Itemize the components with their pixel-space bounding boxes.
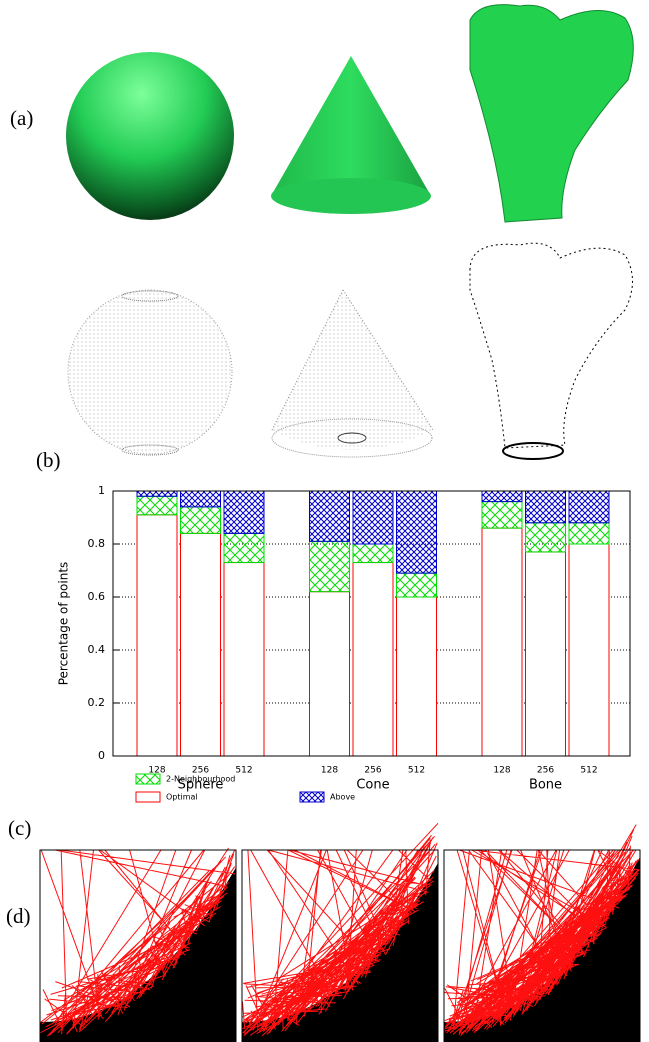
y-axis-label: Percentage of points xyxy=(57,562,71,686)
bar-segment xyxy=(309,591,350,757)
cone-base xyxy=(271,178,431,214)
bar-segment xyxy=(352,562,394,757)
bar-segment xyxy=(136,495,178,516)
sphere-cloud xyxy=(67,289,233,455)
bar-segment xyxy=(525,490,566,524)
panel-label: (b) xyxy=(36,448,61,472)
x-tick-label: 512 xyxy=(235,766,252,776)
bar-segment xyxy=(352,490,394,545)
legend-label: Optimal xyxy=(166,793,198,802)
mesh-solid xyxy=(40,867,236,1042)
bar-segment xyxy=(481,490,523,503)
group-label: Sphere xyxy=(178,778,224,793)
mesh-frame xyxy=(443,849,641,1042)
x-tick-label: 128 xyxy=(148,766,165,776)
sphere-render xyxy=(66,52,234,220)
mesh-edges xyxy=(241,822,439,1037)
bar-segment xyxy=(180,506,221,534)
legend-swatch xyxy=(135,773,161,785)
cone-cloud-center xyxy=(337,432,367,444)
x-tick-label: 256 xyxy=(537,766,554,776)
x-tick-label: 512 xyxy=(580,766,597,776)
y-tick-label: 0.6 xyxy=(88,590,106,603)
bone-cloud xyxy=(469,242,633,449)
bar-segment xyxy=(396,596,437,757)
x-tick-label: 128 xyxy=(493,766,510,776)
sphere-cloud-ring xyxy=(121,290,179,302)
cone-render xyxy=(271,56,431,211)
y-tick-label: 0.4 xyxy=(88,643,106,656)
mesh-frame xyxy=(39,849,237,1042)
bar-segment xyxy=(525,551,566,757)
bar-segment xyxy=(525,522,566,553)
panel-label: (a) xyxy=(10,106,33,130)
mesh-panels xyxy=(39,822,641,1042)
mesh-solid xyxy=(242,863,438,1042)
legend-label: Above xyxy=(330,793,355,802)
sphere-cloud-ring xyxy=(121,444,179,456)
bar-segment xyxy=(568,490,610,524)
bar-segment xyxy=(396,490,437,574)
panel-label: (d) xyxy=(6,904,31,928)
mesh-edges xyxy=(39,847,236,1037)
plot-frame xyxy=(112,490,631,757)
group-label: Cone xyxy=(356,778,389,793)
bar-segment xyxy=(396,572,437,598)
bar-segment xyxy=(136,490,178,497)
mesh-frame xyxy=(241,849,439,1042)
bar-segment xyxy=(352,543,394,564)
mesh-edges xyxy=(443,824,640,1037)
bar-segment xyxy=(309,540,350,593)
bar-segment xyxy=(223,490,265,534)
bone-render xyxy=(469,4,634,223)
cone-cloud-fill xyxy=(272,290,433,450)
bar-segment xyxy=(309,490,350,542)
y-tick-label: 1 xyxy=(98,484,105,497)
cone-cloud-base xyxy=(271,418,433,458)
x-tick-label: 128 xyxy=(321,766,338,776)
bar-segment xyxy=(568,522,610,545)
bar-segment xyxy=(223,532,265,564)
chart: 0 0.2 0.4 0.6 0.8 1 Percentage of points 128 256… xyxy=(57,484,631,803)
x-tick-label: 256 xyxy=(192,766,209,776)
bar-segment xyxy=(180,532,221,757)
bar-segment xyxy=(136,514,178,757)
legend-label: 2-Neighbourhood xyxy=(166,775,235,784)
bar-segment xyxy=(481,501,523,529)
bar-segment xyxy=(180,490,221,508)
bone-cloud-base xyxy=(502,442,564,460)
y-tick-label: 0.2 xyxy=(88,696,106,709)
legend-swatch xyxy=(299,791,325,803)
x-tick-label: 256 xyxy=(364,766,381,776)
legend-swatch xyxy=(135,791,161,803)
bar-segment xyxy=(223,562,265,757)
panel-label: (c) xyxy=(8,816,31,840)
x-tick-label: 512 xyxy=(408,766,425,776)
bar-segment xyxy=(481,527,523,757)
y-tick-label: 0.8 xyxy=(88,537,106,550)
mesh-solid xyxy=(444,857,640,1042)
y-tick-label: 0 xyxy=(98,749,105,762)
group-label: Bone xyxy=(529,778,562,793)
bar-segment xyxy=(568,543,610,757)
